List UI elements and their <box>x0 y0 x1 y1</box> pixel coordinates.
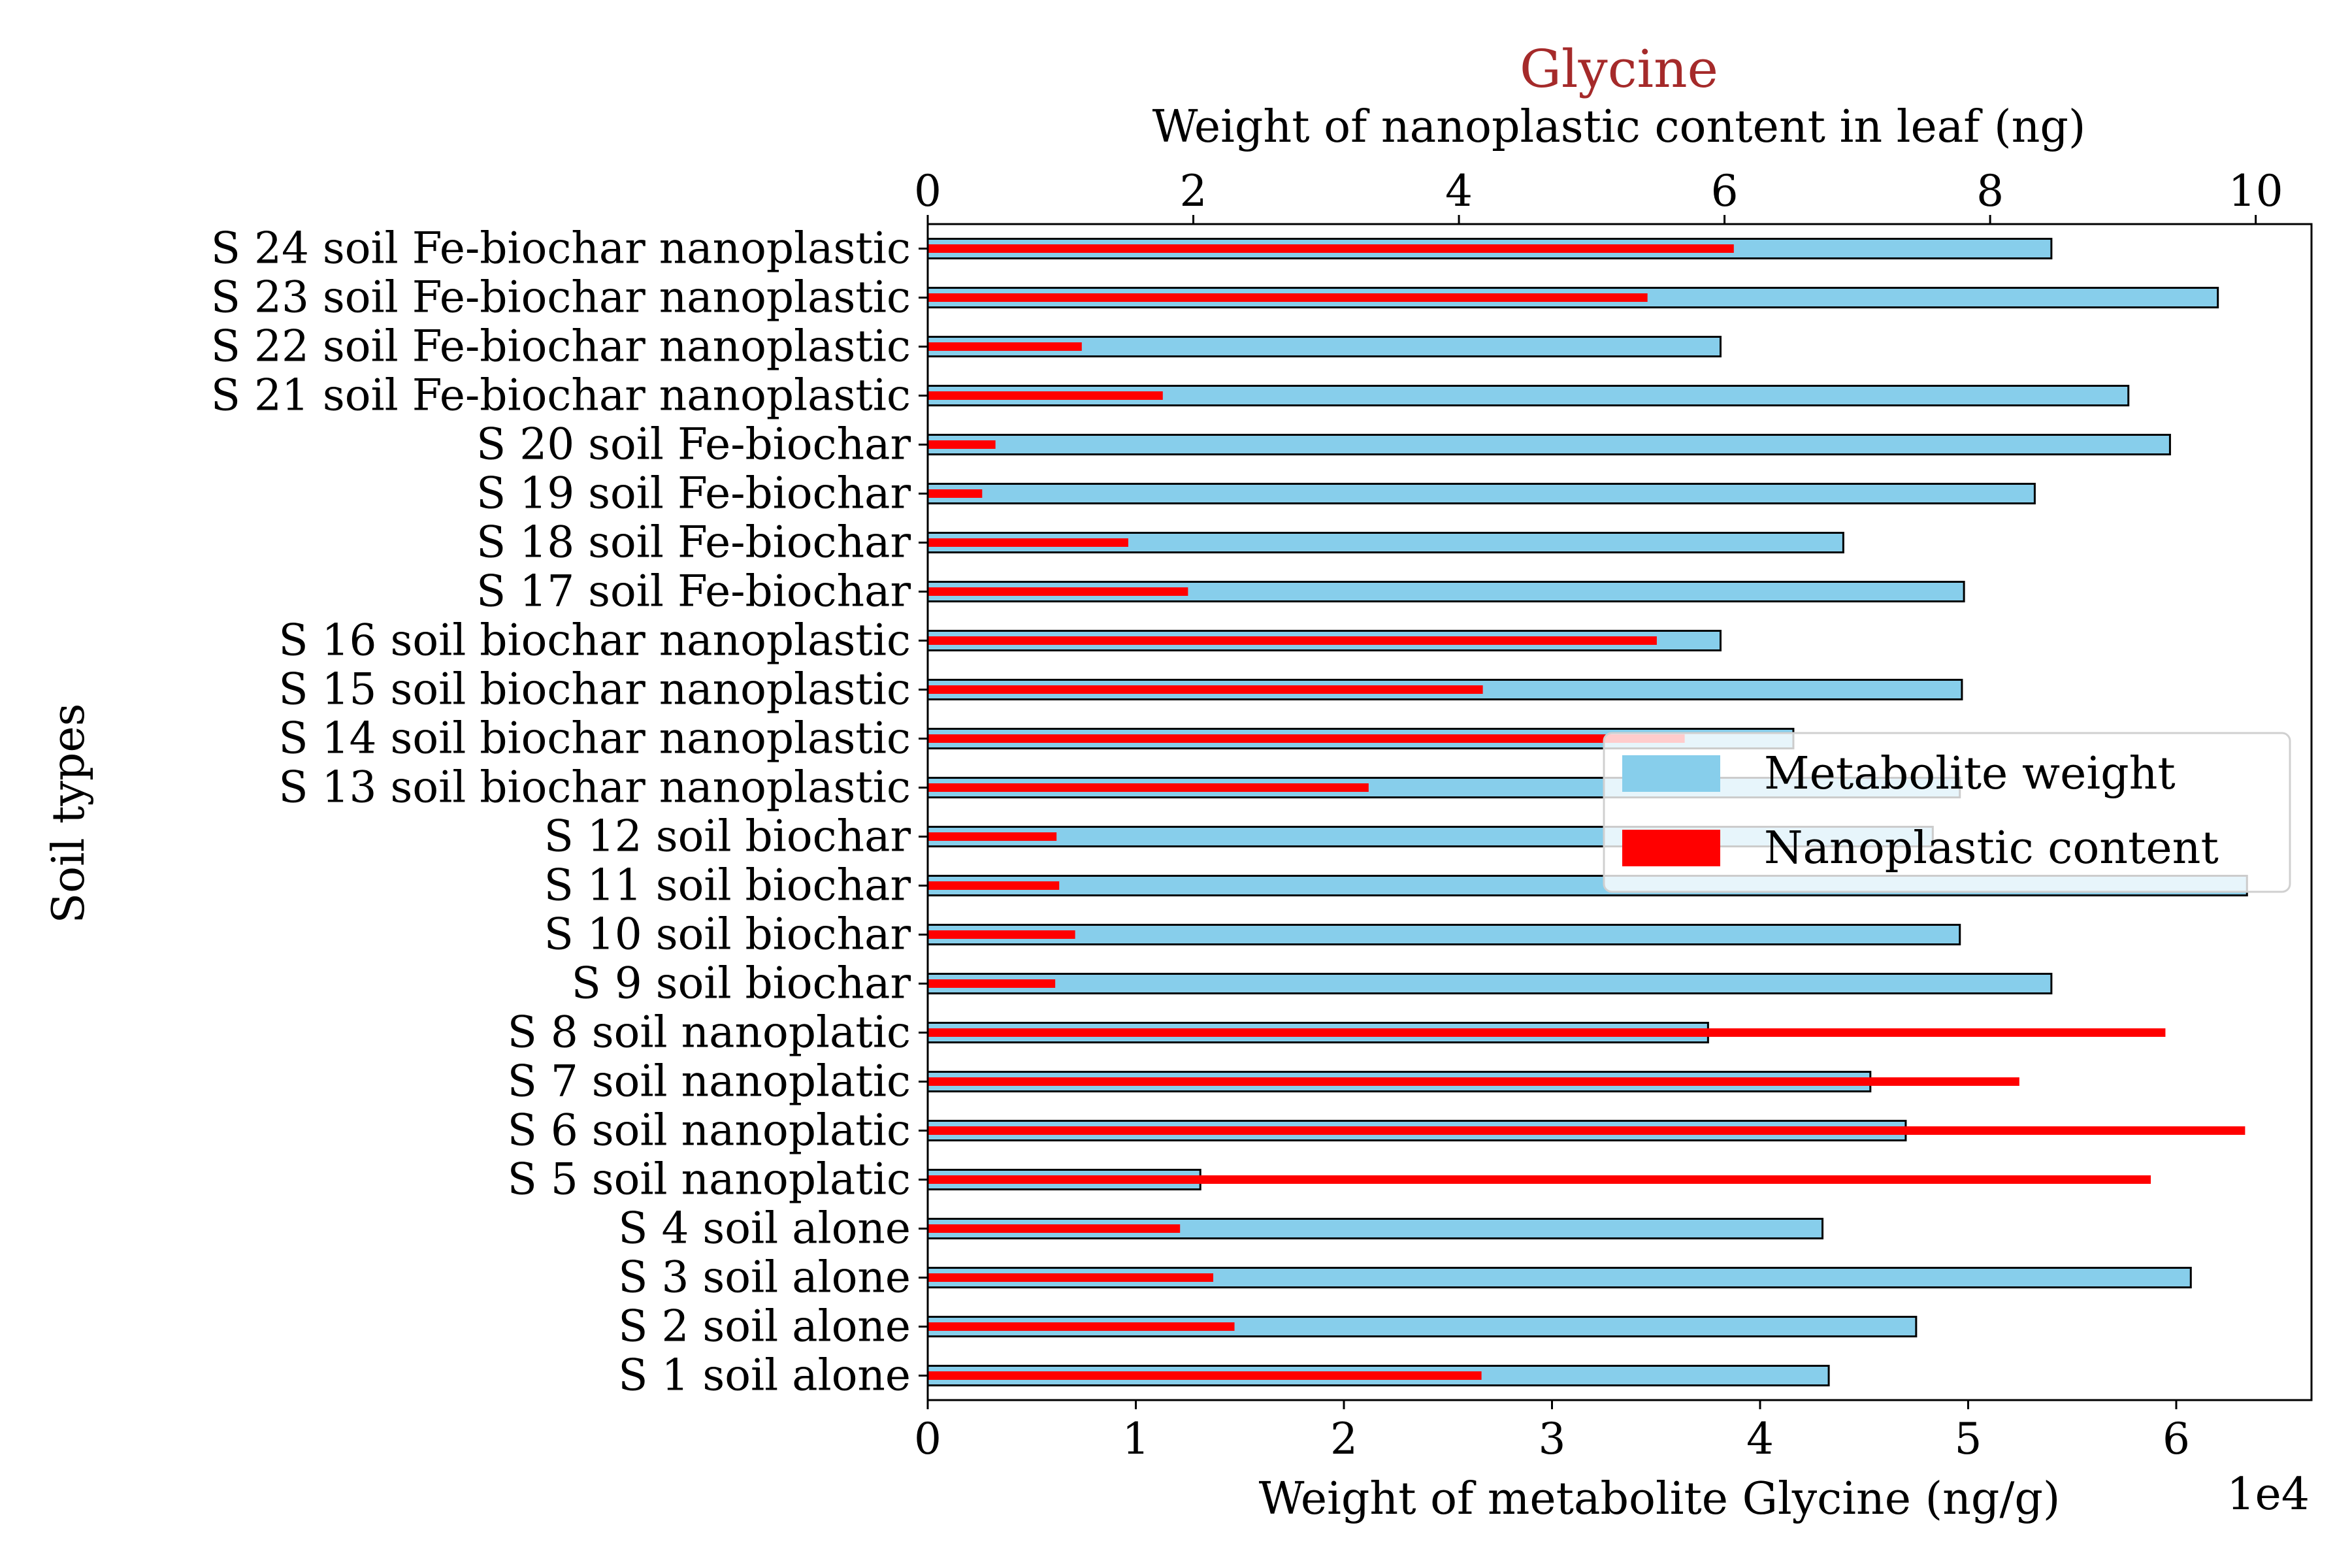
y-tick-label: S 23 soil Fe-biochar nanoplastic <box>211 272 911 323</box>
metabolite-bar <box>926 483 2036 504</box>
bottom-axis-offset-label: 1e4 <box>2227 1469 2310 1520</box>
legend: Metabolite weight Nanoplastic content <box>1603 732 2291 893</box>
nanoplastic-bar <box>928 1371 1482 1380</box>
y-tick-label: S 22 soil Fe-biochar nanoplastic <box>211 321 911 372</box>
y-tick-label: S 18 soil Fe-biochar <box>476 517 911 568</box>
nanoplastic-bar <box>928 1224 1181 1233</box>
y-axis-label: Soil types <box>43 703 95 923</box>
top-tick-label: 10 <box>2229 166 2283 216</box>
y-tick-label: S 11 soil biochar <box>544 860 911 911</box>
y-tick-label: S 5 soil nanoplatic <box>508 1154 911 1205</box>
y-tick-label: S 7 soil nanoplatic <box>508 1056 911 1107</box>
y-tick-label: S 13 soil biochar nanoplastic <box>278 762 911 813</box>
y-tick-label: S 4 soil alone <box>618 1203 911 1254</box>
legend-label: Metabolite weight <box>1764 748 2176 800</box>
nanoplastic-bar <box>928 1175 2151 1184</box>
legend-swatch <box>1622 830 1720 866</box>
nanoplastic-bar <box>928 734 1685 743</box>
nanoplastic-bar <box>928 489 983 498</box>
bottom-tick-label: 5 <box>1954 1414 1982 1464</box>
nanoplastic-bar <box>928 587 1188 596</box>
y-tick-label: S 17 soil Fe-biochar <box>476 566 911 617</box>
metabolite-bar <box>926 434 2171 455</box>
y-tick-label: S 10 soil biochar <box>544 909 911 960</box>
bottom-tick-label: 1 <box>1122 1414 1149 1464</box>
y-tick-label: S 16 soil biochar nanoplastic <box>278 615 911 666</box>
top-tick-label: 0 <box>914 166 941 216</box>
bottom-tick-label: 4 <box>1746 1414 1774 1464</box>
top-tick-label: 6 <box>1711 166 1739 216</box>
nanoplastic-bar <box>928 636 1657 645</box>
nanoplastic-bar <box>928 538 1128 547</box>
top-tick-label: 4 <box>1445 166 1473 216</box>
top-tick-label: 2 <box>1180 166 1207 216</box>
nanoplastic-bar <box>928 783 1369 792</box>
bottom-tick-label: 3 <box>1538 1414 1565 1464</box>
y-tick-label: S 6 soil nanoplatic <box>508 1105 911 1156</box>
bottom-axis-label: Weight of metabolite Glycine (ng/g) <box>1259 1473 2061 1525</box>
y-tick-label: S 9 soil biochar <box>572 958 911 1009</box>
legend-frame <box>1603 732 2291 893</box>
nanoplastic-bar <box>928 1322 1235 1331</box>
bottom-tick-label: 0 <box>914 1414 941 1464</box>
plot-frame <box>926 223 2313 1401</box>
y-tick-label: S 3 soil alone <box>618 1252 911 1303</box>
nanoplastic-bar <box>928 979 1056 988</box>
nanoplastic-bar <box>928 244 1734 253</box>
nanoplastic-bar <box>928 1028 2166 1037</box>
y-tick-label: S 24 soil Fe-biochar nanoplastic <box>211 223 911 274</box>
nanoplastic-bar <box>928 1077 2019 1086</box>
y-tick-label: S 14 soil biochar nanoplastic <box>278 713 911 764</box>
legend-label: Nanoplastic content <box>1764 823 2219 874</box>
top-axis-label: Weight of nanoplastic content in leaf (n… <box>1152 101 2086 153</box>
nanoplastic-bar <box>928 930 1075 939</box>
nanoplastic-bar <box>928 832 1057 841</box>
nanoplastic-bar <box>928 440 996 449</box>
y-tick-label: S 21 soil Fe-biochar nanoplastic <box>211 370 911 421</box>
legend-swatch <box>1622 755 1720 792</box>
y-tick-label: S 1 soil alone <box>618 1350 911 1401</box>
nanoplastic-bar <box>928 342 1082 351</box>
y-tick-label: S 20 soil Fe-biochar <box>476 419 911 470</box>
top-tick-label: 8 <box>1976 166 2004 216</box>
y-tick-label: S 12 soil biochar <box>544 811 911 862</box>
y-tick-label: S 19 soil Fe-biochar <box>476 468 911 519</box>
nanoplastic-bar <box>928 391 1163 400</box>
y-tick-label: S 2 soil alone <box>618 1301 911 1352</box>
nanoplastic-bar <box>928 1126 2246 1135</box>
nanoplastic-bar <box>928 293 1648 302</box>
y-tick-label: S 15 soil biochar nanoplastic <box>278 664 911 715</box>
y-tick-label: S 8 soil nanoplatic <box>508 1007 911 1058</box>
bottom-tick-label: 6 <box>2163 1414 2190 1464</box>
chart-title: Glycine <box>1520 39 1718 99</box>
metabolite-bar <box>926 924 1961 945</box>
nanoplastic-bar <box>928 1273 1214 1282</box>
bottom-tick-label: 2 <box>1330 1414 1358 1464</box>
nanoplastic-bar <box>928 881 1060 890</box>
nanoplastic-bar <box>928 685 1483 694</box>
metabolite-bar <box>926 973 2053 994</box>
